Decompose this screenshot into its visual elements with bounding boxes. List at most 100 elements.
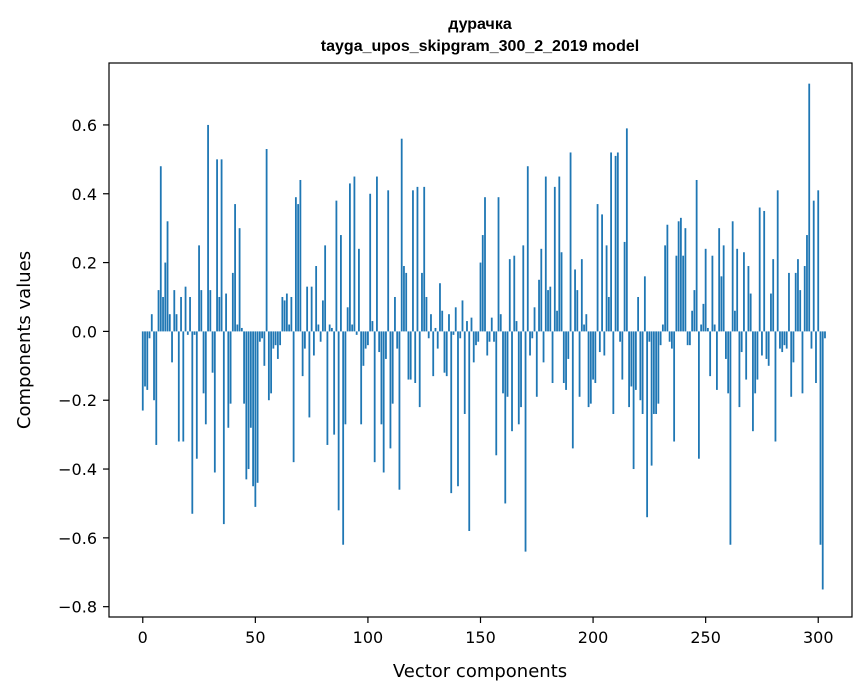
bar xyxy=(698,331,700,459)
bar xyxy=(776,190,779,332)
bar xyxy=(533,307,536,332)
bar xyxy=(191,331,194,514)
bar xyxy=(515,321,518,332)
bar xyxy=(159,166,162,332)
bar xyxy=(378,331,381,353)
bar xyxy=(560,252,563,332)
bar xyxy=(258,331,261,342)
bar xyxy=(752,331,754,432)
bar xyxy=(227,331,230,428)
bar xyxy=(391,331,394,404)
bar xyxy=(675,255,678,332)
bar xyxy=(513,255,516,332)
bar xyxy=(256,331,259,483)
bar xyxy=(171,331,173,363)
bar xyxy=(731,221,734,332)
bar xyxy=(331,327,333,332)
bar xyxy=(342,331,345,545)
bar xyxy=(463,331,466,414)
bar xyxy=(817,190,820,332)
bar xyxy=(400,138,403,332)
bar xyxy=(409,331,412,380)
bar xyxy=(556,310,558,332)
bar xyxy=(294,197,297,332)
bar xyxy=(619,331,621,342)
bar xyxy=(650,331,653,466)
bar xyxy=(524,331,527,552)
bar xyxy=(797,259,799,332)
bar xyxy=(682,255,685,332)
bar xyxy=(812,200,815,332)
bar xyxy=(180,296,182,332)
bar xyxy=(801,331,804,394)
bar xyxy=(643,276,646,332)
bar xyxy=(531,331,534,339)
bar xyxy=(641,331,644,414)
bar xyxy=(794,272,797,332)
bar xyxy=(475,331,477,346)
bar xyxy=(432,331,435,377)
bar xyxy=(634,331,637,390)
x-tick-label: 50 xyxy=(245,628,265,647)
bar xyxy=(707,327,709,332)
bar xyxy=(677,221,680,332)
bar xyxy=(754,331,757,394)
bar xyxy=(166,221,169,332)
bar xyxy=(270,331,273,394)
bar xyxy=(526,166,529,332)
bar xyxy=(369,193,372,332)
bar xyxy=(184,286,187,332)
bar xyxy=(722,245,725,332)
bar xyxy=(376,176,378,332)
bar xyxy=(502,331,504,394)
bar xyxy=(195,331,198,459)
bar xyxy=(684,228,687,332)
bar xyxy=(247,331,250,470)
bar xyxy=(655,331,658,414)
bar xyxy=(274,331,277,346)
x-tick-label: 300 xyxy=(803,628,834,647)
bar xyxy=(186,331,189,335)
bar xyxy=(168,314,171,332)
bar xyxy=(436,331,439,349)
bar xyxy=(249,331,252,428)
bar xyxy=(364,331,367,349)
bar xyxy=(157,290,160,332)
bar xyxy=(758,207,761,332)
bar xyxy=(659,331,662,346)
y-tick-label: 0.2 xyxy=(72,254,97,273)
bar xyxy=(808,83,811,332)
bar xyxy=(702,303,705,332)
bar xyxy=(598,331,601,353)
bar xyxy=(189,296,191,332)
bar xyxy=(285,293,288,332)
bar xyxy=(333,331,336,435)
bar xyxy=(594,331,597,384)
bar xyxy=(648,331,651,342)
bar xyxy=(616,152,619,332)
x-tick-label: 0 xyxy=(138,628,148,647)
bar xyxy=(761,331,763,356)
bar xyxy=(583,324,585,332)
bar xyxy=(472,331,475,363)
bar xyxy=(652,331,655,414)
bar xyxy=(468,331,471,531)
bar xyxy=(806,235,808,332)
bar xyxy=(490,317,493,332)
bar xyxy=(263,331,266,366)
bar xyxy=(736,248,739,332)
bar xyxy=(355,331,358,335)
bar xyxy=(238,228,241,332)
bar xyxy=(549,286,552,332)
bar xyxy=(423,186,426,332)
bar xyxy=(709,331,712,377)
bar xyxy=(297,204,300,332)
bar xyxy=(349,183,351,332)
bar xyxy=(353,176,356,332)
y-tick-label: −0.4 xyxy=(58,460,97,479)
bar xyxy=(529,331,531,356)
bar xyxy=(569,152,572,332)
bar xyxy=(695,179,698,332)
bar xyxy=(718,228,721,332)
bar xyxy=(734,310,736,332)
